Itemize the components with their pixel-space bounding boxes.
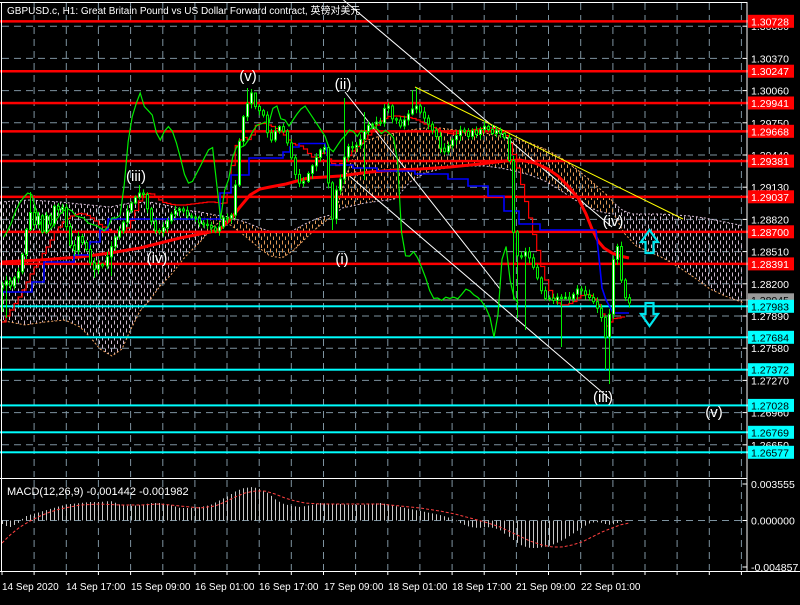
svg-text:(i): (i)	[335, 251, 348, 268]
svg-text:1.30370: 1.30370	[751, 53, 789, 65]
svg-text:16 Sep 01:00: 16 Sep 01:00	[195, 582, 255, 593]
svg-text:0.003555: 0.003555	[751, 479, 795, 491]
svg-text:1.28391: 1.28391	[751, 259, 789, 271]
svg-text:(iv): (iv)	[603, 213, 624, 230]
svg-text:1.29037: 1.29037	[751, 192, 789, 204]
svg-text:(v): (v)	[239, 68, 257, 85]
svg-text:15 Sep 09:00: 15 Sep 09:00	[131, 582, 191, 593]
svg-text:1.27028: 1.27028	[751, 400, 789, 412]
svg-text:1.28200: 1.28200	[751, 279, 789, 291]
svg-text:16 Sep 17:00: 16 Sep 17:00	[259, 582, 319, 593]
svg-text:1.30728: 1.30728	[751, 16, 789, 28]
svg-text:14 Sep 17:00: 14 Sep 17:00	[66, 582, 126, 593]
svg-text:1.27372: 1.27372	[751, 365, 789, 377]
svg-text:1.27983: 1.27983	[751, 301, 789, 313]
svg-text:(iii): (iii)	[126, 168, 146, 185]
svg-text:-0.004857: -0.004857	[751, 562, 798, 574]
svg-text:(ii): (ii)	[335, 76, 352, 93]
svg-text:14 Sep 2020: 14 Sep 2020	[2, 582, 59, 593]
svg-text:1.27684: 1.27684	[751, 332, 789, 344]
svg-text:(iii): (iii)	[593, 389, 613, 406]
svg-text:1.28510: 1.28510	[751, 247, 789, 259]
svg-text:1.29941: 1.29941	[751, 98, 789, 110]
svg-text:0.000000: 0.000000	[751, 516, 795, 528]
svg-text:1.30060: 1.30060	[751, 86, 789, 98]
svg-text:1.28820: 1.28820	[751, 214, 789, 226]
svg-text:18 Sep 01:00: 18 Sep 01:00	[388, 582, 448, 593]
svg-text:MACD(12,26,9) -0.001442 -0.001: MACD(12,26,9) -0.001442 -0.001982	[7, 486, 189, 498]
svg-text:1.27580: 1.27580	[751, 343, 789, 355]
svg-text:22 Sep 01:00: 22 Sep 01:00	[581, 582, 641, 593]
svg-text:21 Sep 09:00: 21 Sep 09:00	[516, 582, 576, 593]
svg-text:(v): (v)	[705, 404, 723, 421]
svg-text:1.27270: 1.27270	[751, 375, 789, 387]
svg-text:18 Sep 17:00: 18 Sep 17:00	[452, 582, 512, 593]
svg-text:1.26577: 1.26577	[751, 447, 789, 459]
svg-text:1.27890: 1.27890	[751, 311, 789, 323]
svg-text:1.29381: 1.29381	[751, 156, 789, 168]
svg-text:GBPUSD.c, H1: Great Britain P: GBPUSD.c, H1: Great Britain Pound vs US …	[7, 4, 360, 17]
svg-text:17 Sep 09:00: 17 Sep 09:00	[324, 582, 384, 593]
svg-text:1.30247: 1.30247	[751, 66, 789, 78]
svg-text:1.28700: 1.28700	[751, 227, 789, 239]
svg-text:1.29668: 1.29668	[751, 126, 789, 138]
svg-text:(iv): (iv)	[147, 250, 168, 267]
svg-text:1.26769: 1.26769	[751, 427, 789, 439]
